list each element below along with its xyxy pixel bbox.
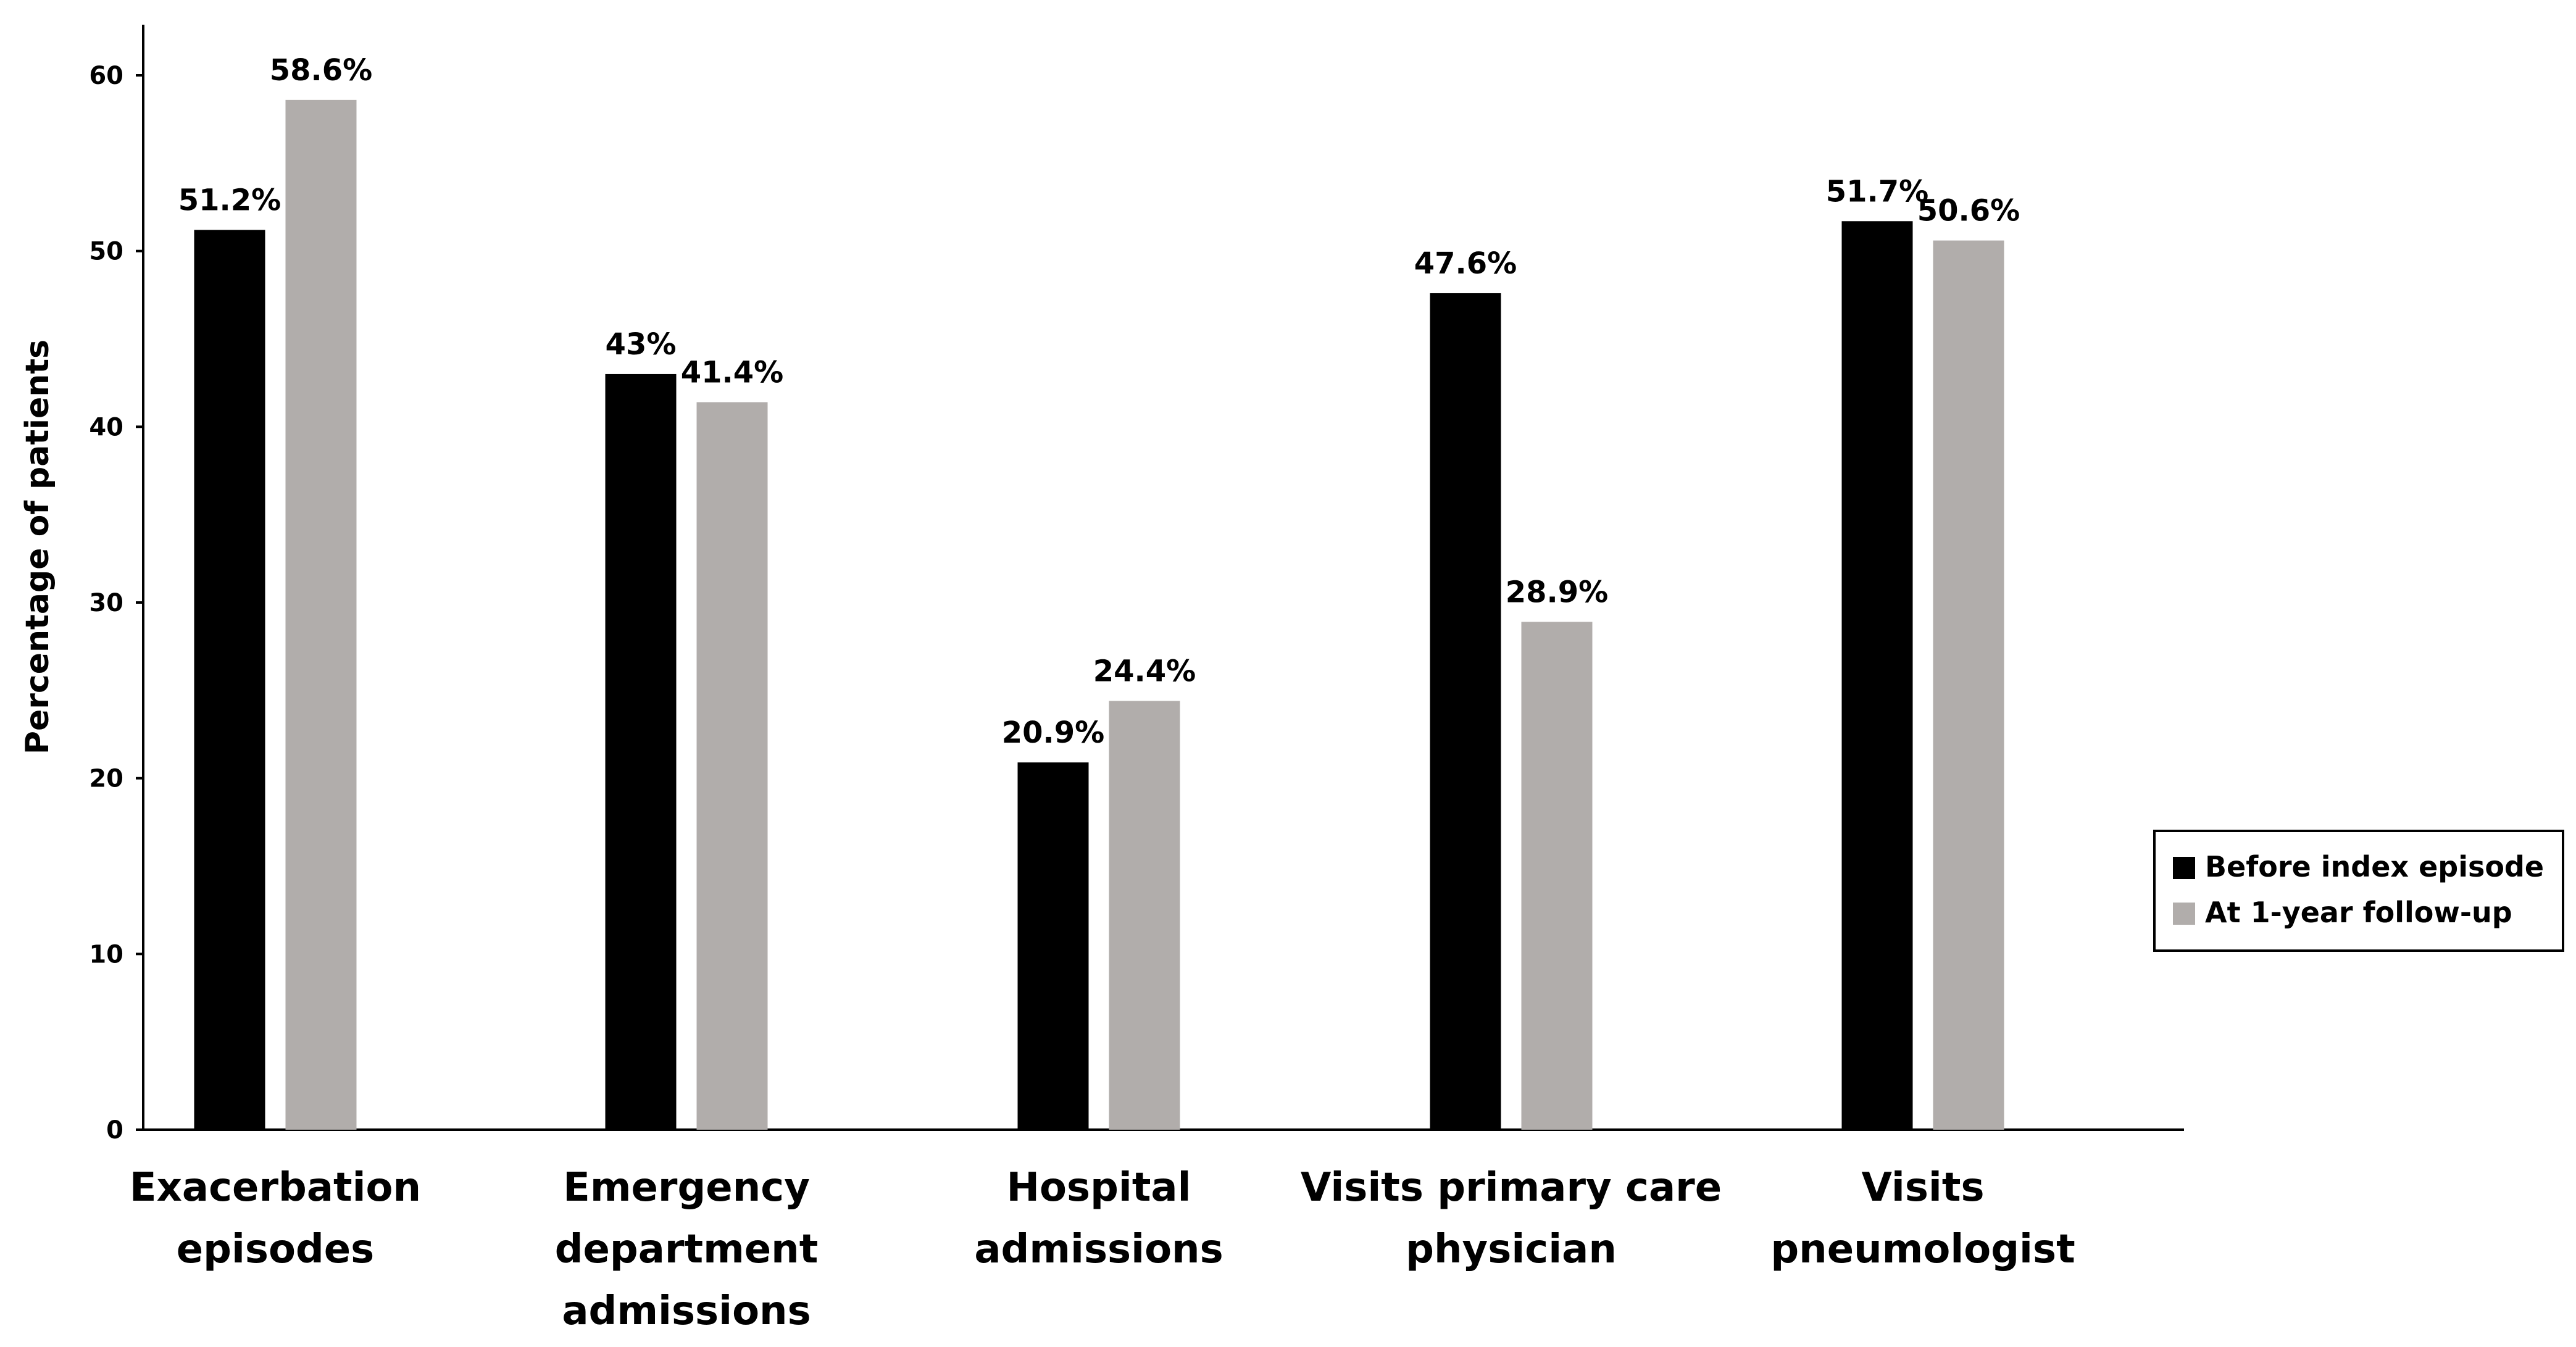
bar-before-1: [605, 373, 677, 1130]
y-tick-label: 0: [106, 1116, 123, 1145]
category-label-0: Exacerbation episodes: [130, 1165, 421, 1272]
y-tick-label: 40: [89, 413, 123, 441]
bar-before-3: [1430, 293, 1501, 1130]
category-label-line: physician: [1406, 1227, 1617, 1272]
legend-label-0: Before index episode: [2205, 850, 2544, 883]
data-label-followup-1: 41.4%: [681, 355, 784, 390]
category-label-line: admissions: [974, 1227, 1223, 1272]
legend-swatch-0: [2173, 857, 2195, 879]
bar-followup-0: [285, 99, 357, 1130]
bar-before-4: [1841, 221, 1913, 1130]
data-label-followup-2: 24.4%: [1093, 654, 1196, 688]
data-label-before-3: 47.6%: [1414, 246, 1517, 281]
category-label-1: Emergency department admissions: [555, 1165, 819, 1334]
bar-followup-2: [1109, 701, 1180, 1130]
legend: Before index episode At 1-year follow-up: [2153, 830, 2564, 952]
data-label-followup-0: 58.6%: [270, 53, 373, 88]
y-tick-label: 20: [89, 765, 123, 793]
category-label-line: department: [555, 1227, 819, 1272]
y-tick-label: 50: [89, 238, 123, 266]
category-label-4: Visits pneumologist: [1770, 1165, 2075, 1272]
category-label-line: Hospital: [1006, 1165, 1191, 1211]
bar-followup-3: [1521, 622, 1593, 1130]
bar-followup-4: [1933, 240, 2004, 1130]
data-label-before-4: 51.7%: [1826, 174, 1929, 209]
data-label-before-2: 20.9%: [1002, 715, 1105, 750]
data-label-followup-4: 50.6%: [1917, 194, 2020, 228]
y-tick-label: 10: [89, 940, 123, 969]
category-label-line: episodes: [177, 1227, 375, 1272]
y-tick-label: 60: [89, 62, 123, 90]
data-labels: 51.2% 43% 20.9% 47.6% 51.7% 58.6% 41.4% 24.4% 28…: [178, 53, 2020, 750]
legend-box: [2153, 830, 2564, 952]
legend-label-1: At 1-year follow-up: [2205, 896, 2512, 929]
category-label-2: Hospital admissions: [974, 1165, 1223, 1272]
bar-before-0: [194, 230, 265, 1130]
data-label-before-1: 43%: [606, 327, 677, 362]
bar-followup-1: [696, 402, 768, 1130]
axes: 0 10 20 30 40 50 60 Percentage of patients: [19, 25, 2184, 1145]
bar-before-2: [1017, 762, 1089, 1130]
category-label-line: Emergency: [563, 1165, 810, 1211]
category-label-line: admissions: [562, 1288, 811, 1334]
category-label-line: pneumologist: [1770, 1227, 2075, 1272]
category-label-line: Visits primary care: [1301, 1165, 1722, 1211]
bars: [194, 99, 2004, 1130]
category-label-3: Visits primary care physician: [1301, 1165, 1722, 1272]
legend-swatch-1: [2173, 903, 2195, 925]
data-label-before-0: 51.2%: [178, 183, 281, 218]
category-labels: Exacerbation episodes Emergency department a…: [130, 1165, 2075, 1334]
category-label-line: Visits: [1861, 1165, 1984, 1211]
data-label-followup-3: 28.9%: [1506, 575, 1609, 609]
y-tick-label: 30: [89, 589, 123, 617]
category-label-line: Exacerbation: [130, 1165, 421, 1211]
y-axis-title: Percentage of patients: [19, 340, 56, 754]
